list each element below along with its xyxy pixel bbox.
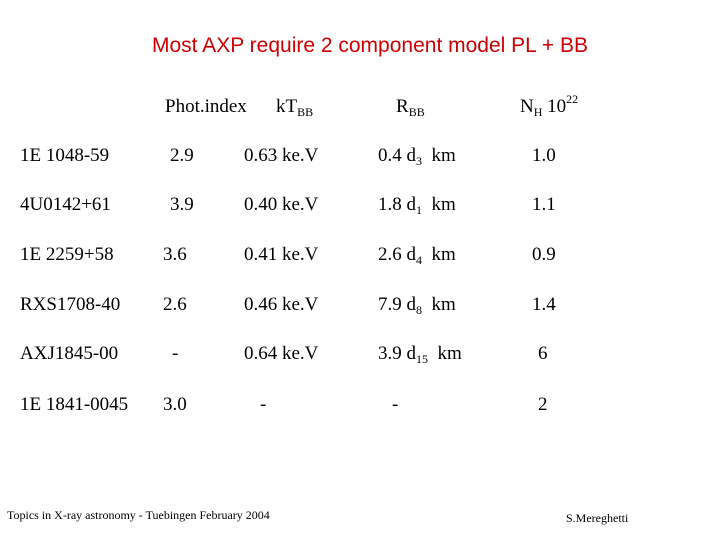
header-r-sub: BB (408, 105, 425, 119)
row-radius-sub: 8 (416, 303, 422, 317)
row-radius-sub: 4 (416, 253, 422, 267)
row-radius-unit: km (422, 294, 456, 315)
header-r-bb: RBB (396, 96, 425, 118)
row-radius-unit: km (422, 194, 456, 215)
row-radius-value: 0.4 d (378, 145, 416, 166)
row-kt: 0.64 ke.V (244, 343, 319, 364)
row-radius: 3.9 d15 km (378, 343, 462, 365)
slide-title: Most AXP require 2 component model PL + … (152, 34, 588, 57)
row-name: 1E 1048-59 (20, 145, 110, 166)
row-name: RXS1708-40 (20, 294, 121, 315)
row-kt: - (260, 394, 267, 415)
header-phot-index: Phot.index (165, 96, 247, 117)
row-nh: 1.0 (532, 145, 556, 166)
row-radius-value: 7.9 d (378, 294, 416, 315)
row-kt: 0.46 ke.V (244, 294, 319, 315)
header-kt-sub: BB (297, 105, 314, 119)
row-radius-value: 2.6 d (378, 244, 416, 265)
row-nh: 2 (538, 394, 548, 415)
header-nh: NH 1022 (520, 93, 578, 119)
row-phot-index: 3.9 (170, 194, 194, 215)
header-nh-main: N (520, 96, 534, 117)
row-radius-sub: 15 (416, 352, 428, 366)
row-radius-unit: km (422, 244, 456, 265)
header-r-main: R (396, 96, 409, 117)
header-nh-tail: 10 (542, 96, 567, 117)
row-phot-index: 2.9 (170, 145, 194, 166)
row-name: 1E 1841-0045 (20, 394, 129, 415)
row-nh: 6 (538, 343, 548, 364)
row-phot-index: - (172, 343, 179, 364)
row-radius-unit: km (422, 145, 456, 166)
row-nh: 1.1 (532, 194, 556, 215)
row-kt: 0.41 ke.V (244, 244, 319, 265)
row-radius: - (392, 394, 398, 416)
row-radius: 1.8 d1 km (378, 194, 456, 216)
row-radius: 7.9 d8 km (378, 294, 456, 316)
row-phot-index: 3.6 (163, 244, 187, 265)
row-phot-index: 3.0 (163, 394, 187, 415)
row-name: 4U0142+61 (20, 194, 111, 215)
row-radius-value: 1.8 d (378, 194, 416, 215)
header-kt-main: kT (276, 96, 298, 117)
footer-author: S.Mereghetti (566, 511, 629, 525)
row-nh: 1.4 (532, 294, 556, 315)
row-radius-unit: km (428, 343, 462, 364)
header-nh-sub: H (533, 105, 543, 119)
row-radius-sub: 3 (416, 154, 422, 168)
row-nh: 0.9 (532, 244, 556, 265)
row-radius: 0.4 d3 km (378, 145, 456, 167)
header-nh-sup: 22 (566, 92, 579, 106)
row-radius-value: 3.9 d (378, 343, 416, 364)
footer-conference: Topics in X-ray astronomy - Tuebingen Fe… (7, 508, 270, 522)
row-kt: 0.63 ke.V (244, 145, 319, 166)
row-radius-sub: 1 (416, 203, 422, 217)
row-radius-value: - (392, 394, 399, 415)
row-name: 1E 2259+58 (20, 244, 114, 265)
row-name: AXJ1845-00 (20, 343, 119, 364)
row-phot-index: 2.6 (163, 294, 187, 315)
row-radius: 2.6 d4 km (378, 244, 456, 266)
header-kt-bb: kTBB (276, 96, 313, 118)
row-kt: 0.40 ke.V (244, 194, 319, 215)
